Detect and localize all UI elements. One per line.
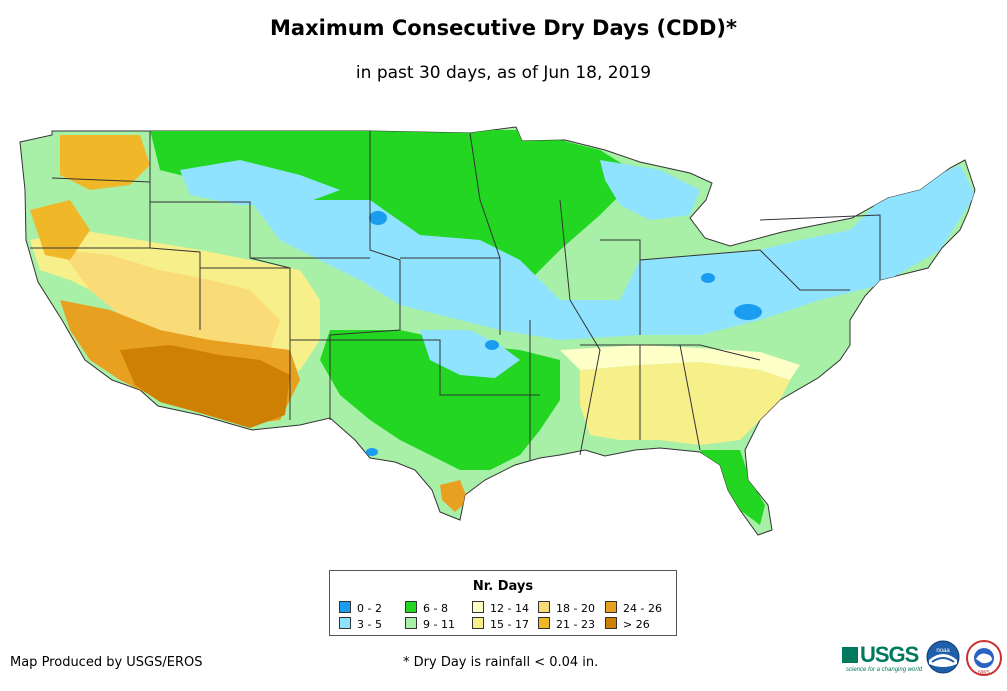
legend-item-3-5: 3 - 5	[339, 617, 382, 631]
legend-label: 24 - 26	[623, 602, 662, 615]
legend-item-12-14: 12 - 14	[472, 601, 529, 615]
zone-0-2-a	[369, 211, 387, 225]
legend-item-24-26: 24 - 26	[605, 601, 662, 615]
usgs-logo-text: USGS	[860, 642, 919, 667]
zone-3-5-great-lakes	[600, 160, 700, 220]
zone-0-2-b	[701, 273, 715, 283]
map-credit: Map Produced by USGS/EROS	[10, 655, 203, 670]
zone-6-8-florida	[700, 450, 765, 525]
agency-logos: USGS science for a changing world noaa N…	[842, 638, 1007, 678]
zone-21-23-west	[30, 200, 90, 260]
usgs-logo: USGS	[842, 642, 919, 668]
usgs-tagline: science for a changing world	[846, 667, 923, 673]
legend-label: 21 - 23	[556, 618, 595, 631]
legend-swatch	[339, 601, 351, 613]
legend-swatch	[538, 601, 550, 613]
legend-label: 9 - 11	[423, 618, 455, 631]
legend: Nr. Days 0 - 2 3 - 5 6 - 8 9 - 11 12 - 1…	[329, 570, 677, 636]
zone-12-14-southeast	[560, 345, 800, 380]
legend-label: 0 - 2	[357, 602, 382, 615]
legend-swatch	[472, 617, 484, 629]
dry-day-zones	[30, 130, 975, 525]
zone-15-17-southeast	[580, 362, 790, 445]
zone-0-2-c	[734, 304, 762, 320]
zone-0-2-d	[485, 340, 499, 350]
zone-3-5-north	[180, 160, 340, 205]
map-title: Maximum Consecutive Dry Days (CDD)*	[270, 16, 737, 40]
legend-label: 3 - 5	[357, 618, 382, 631]
legend-label: 12 - 14	[490, 602, 529, 615]
legend-swatch	[538, 617, 550, 629]
state-boundaries	[30, 131, 881, 460]
zone-0-2-e	[366, 448, 378, 456]
map-subtitle: in past 30 days, as of Jun 18, 2019	[355, 63, 652, 83]
noaa-logo-text: noaa	[936, 648, 950, 654]
legend-swatch	[405, 601, 417, 613]
legend-swatch	[605, 601, 617, 613]
footnote: * Dry Day is rainfall < 0.04 in.	[403, 655, 599, 670]
usgs-wave-icon	[842, 647, 858, 663]
legend-swatch	[339, 617, 351, 629]
legend-swatch	[405, 617, 417, 629]
legend-item-gt-26: > 26	[605, 617, 650, 631]
legend-item-18-20: 18 - 20	[538, 601, 595, 615]
zone-18-20-west	[60, 250, 280, 360]
legend-title: Nr. Days	[472, 579, 534, 594]
nws-logo-text: NWS	[978, 670, 990, 676]
legend-item-9-11: 9 - 11	[405, 617, 455, 631]
legend-item-0-2: 0 - 2	[339, 601, 382, 615]
legend-label: 18 - 20	[556, 602, 595, 615]
legend-item-6-8: 6 - 8	[405, 601, 448, 615]
legend-item-21-23: 21 - 23	[538, 617, 595, 631]
zone-3-5-texas	[420, 330, 520, 378]
noaa-logo-icon: noaa	[926, 640, 960, 674]
legend-label: 15 - 17	[490, 618, 529, 631]
zone-3-5-central	[250, 165, 975, 340]
zone-gt-26-southwest	[120, 345, 290, 428]
zone-24-26-texas	[440, 480, 468, 512]
legend-swatch	[472, 601, 484, 613]
legend-swatch	[605, 617, 617, 629]
legend-label: 6 - 8	[423, 602, 448, 615]
legend-item-15-17: 15 - 17	[472, 617, 529, 631]
zone-21-23-pnw	[60, 135, 150, 190]
nws-logo-icon: NWS	[966, 640, 1002, 676]
legend-label: > 26	[623, 618, 650, 631]
